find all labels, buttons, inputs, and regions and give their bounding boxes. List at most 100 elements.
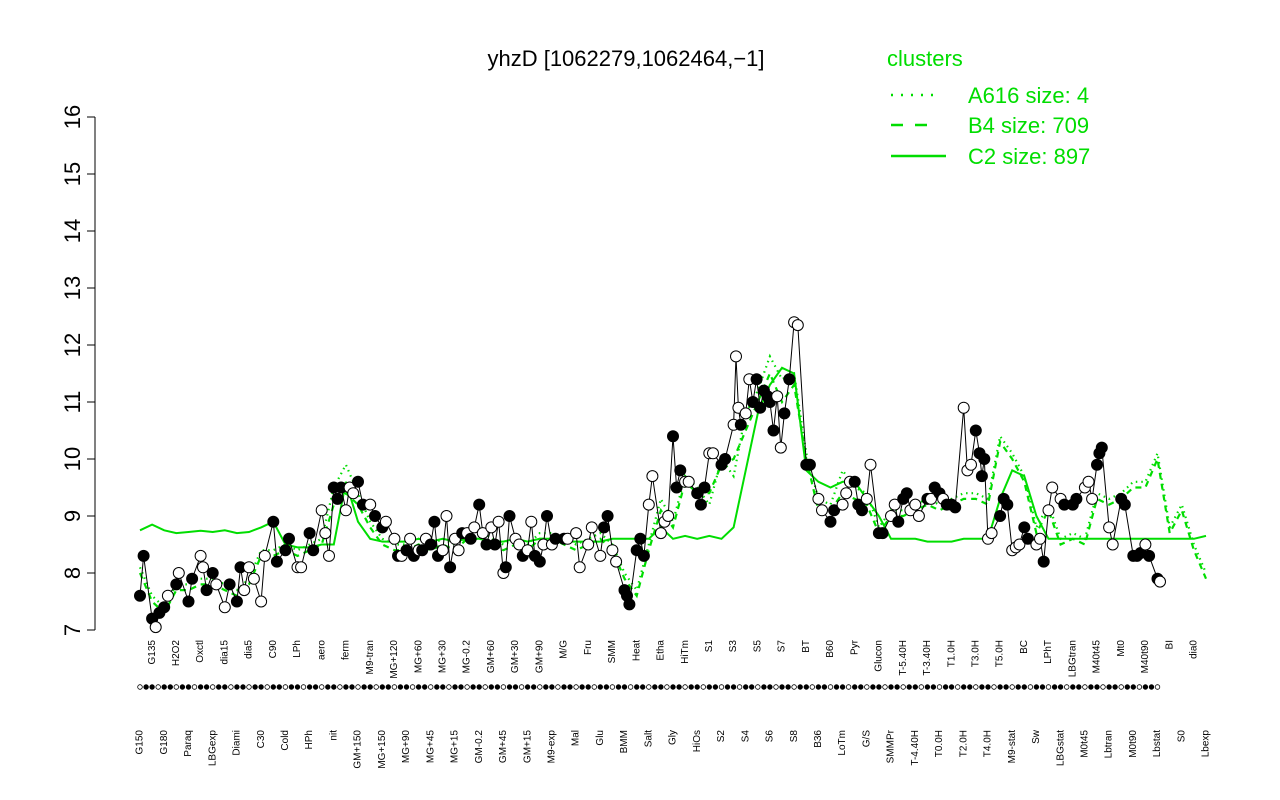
data-point bbox=[969, 424, 982, 437]
data-point bbox=[1118, 498, 1131, 511]
x-marker bbox=[815, 684, 822, 690]
x-tick-label: S2 bbox=[716, 730, 727, 743]
x-marker bbox=[1124, 684, 1130, 690]
x-marker bbox=[1003, 684, 1009, 690]
data-point bbox=[452, 544, 465, 557]
data-point bbox=[646, 470, 659, 483]
x-marker bbox=[767, 684, 773, 690]
data-point bbox=[206, 567, 219, 579]
y-tick-label: 16 bbox=[60, 105, 85, 129]
x-marker bbox=[852, 684, 858, 690]
x-marker bbox=[1118, 684, 1124, 690]
x-marker bbox=[537, 684, 543, 690]
x-marker bbox=[906, 684, 912, 690]
data-point bbox=[864, 458, 877, 471]
data-point bbox=[730, 350, 742, 363]
data-point bbox=[598, 521, 610, 534]
data-point bbox=[739, 407, 752, 420]
data-point bbox=[541, 510, 553, 522]
data-point bbox=[364, 498, 377, 511]
data-point bbox=[570, 527, 583, 540]
x-tick-label: T1.0H bbox=[946, 640, 957, 667]
data-point bbox=[594, 549, 607, 562]
data-point bbox=[783, 373, 796, 386]
data-point bbox=[1103, 521, 1116, 534]
x-tick-label: HiTm bbox=[680, 640, 691, 664]
data-point bbox=[610, 555, 623, 568]
data-point bbox=[642, 498, 655, 511]
x-marker bbox=[506, 684, 513, 690]
x-marker bbox=[476, 684, 482, 690]
x-tick-label: LoTm bbox=[837, 730, 848, 756]
data-point bbox=[892, 515, 905, 528]
x-marker bbox=[985, 684, 991, 690]
data-point bbox=[1095, 441, 1108, 454]
x-marker bbox=[403, 684, 410, 690]
data-point bbox=[828, 504, 841, 517]
x-marker bbox=[700, 684, 706, 690]
data-point bbox=[197, 561, 209, 574]
data-point bbox=[836, 498, 849, 511]
data-point bbox=[1034, 532, 1046, 545]
x-tick-label: M40t90 bbox=[1140, 640, 1151, 674]
x-marker bbox=[658, 684, 664, 690]
data-point bbox=[170, 578, 183, 591]
x-marker bbox=[1142, 684, 1149, 690]
x-marker bbox=[918, 684, 924, 690]
x-marker bbox=[228, 684, 234, 690]
data-point bbox=[468, 521, 481, 534]
data-point bbox=[533, 555, 546, 568]
x-tick-label: G180 bbox=[159, 730, 170, 755]
x-tick-label: MG+60 bbox=[413, 640, 424, 674]
x-marker bbox=[603, 684, 610, 690]
x-marker bbox=[1130, 684, 1136, 690]
data-point bbox=[1139, 538, 1152, 551]
data-point bbox=[840, 487, 853, 500]
data-point bbox=[1086, 492, 1099, 505]
data-point bbox=[247, 572, 260, 585]
x-marker bbox=[1045, 684, 1052, 690]
x-tick-label: MG+120 bbox=[389, 640, 400, 679]
data-point bbox=[1037, 555, 1050, 568]
data-point bbox=[957, 401, 970, 414]
x-tick-label: Etha bbox=[656, 640, 667, 661]
y-tick-label: 10 bbox=[60, 447, 85, 471]
data-point bbox=[513, 538, 526, 551]
y-tick-label: 7 bbox=[60, 624, 85, 636]
data-point bbox=[295, 561, 308, 574]
x-tick-label: HiOs bbox=[692, 730, 703, 752]
x-marker bbox=[325, 684, 331, 690]
x-marker bbox=[434, 684, 440, 690]
x-marker bbox=[876, 684, 882, 690]
x-marker bbox=[1094, 684, 1100, 690]
x-marker bbox=[803, 684, 809, 690]
data-point bbox=[492, 515, 505, 528]
data-point bbox=[149, 621, 162, 634]
x-tick-label: Cold bbox=[280, 730, 291, 751]
x-tick-label: Pyr bbox=[849, 639, 860, 655]
x-tick-label: S1 bbox=[704, 640, 715, 653]
data-point bbox=[767, 424, 780, 437]
x-tick-label: Diami bbox=[232, 730, 243, 756]
x-tick-label: Mal bbox=[571, 730, 582, 746]
data-point bbox=[137, 549, 150, 562]
data-point bbox=[218, 601, 231, 614]
data-point bbox=[319, 527, 332, 540]
data-point bbox=[270, 555, 283, 568]
data-point bbox=[1106, 538, 1119, 551]
x-tick-label: S4 bbox=[740, 730, 751, 743]
x-marker bbox=[458, 684, 464, 690]
x-tick-label: Lbstat bbox=[1152, 730, 1163, 757]
x-marker bbox=[833, 684, 840, 690]
x-tick-label: BI bbox=[1164, 640, 1175, 649]
x-tick-label: G135 bbox=[147, 640, 158, 665]
data-point bbox=[860, 492, 873, 505]
x-marker bbox=[343, 684, 349, 690]
x-marker bbox=[1070, 684, 1076, 690]
data-point bbox=[909, 498, 922, 511]
x-tick-label: BC bbox=[1019, 640, 1030, 654]
x-tick-label: GM+15 bbox=[522, 730, 533, 764]
x-marker bbox=[827, 684, 834, 690]
x-tick-label: LBGexp bbox=[207, 730, 218, 767]
x-marker bbox=[258, 684, 264, 690]
